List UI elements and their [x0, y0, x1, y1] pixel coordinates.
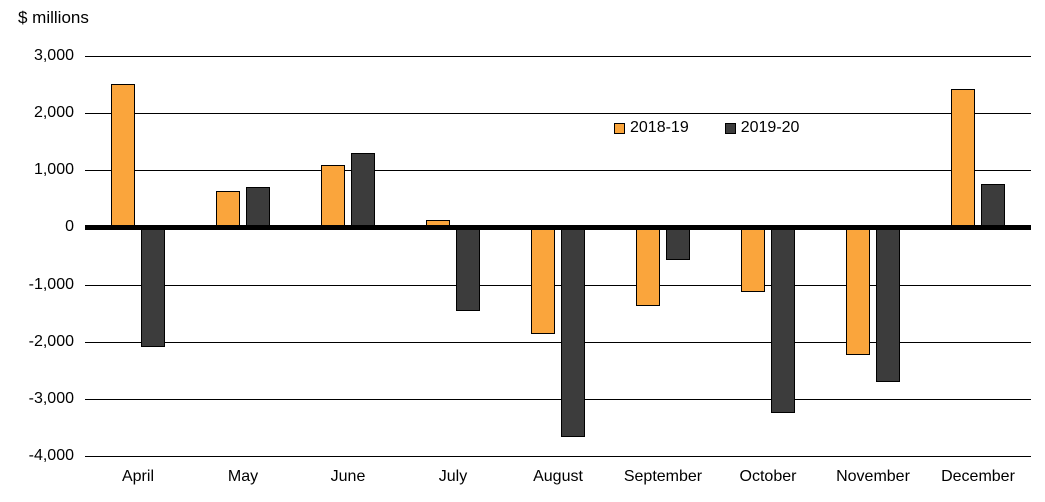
- bar-2019-20-november: [876, 227, 900, 382]
- bar-2019-20-august: [561, 227, 585, 437]
- gridline-3000: [85, 56, 1031, 57]
- x-axis-label-may: May: [227, 468, 259, 485]
- legend-swatch-2018-19: [614, 122, 625, 134]
- bar-2019-20-may: [246, 187, 270, 227]
- bar-2019-20-october: [771, 227, 795, 413]
- x-axis-label-november: November: [836, 468, 910, 485]
- bar-2019-20-september: [666, 227, 690, 260]
- x-axis-label-april: April: [121, 468, 154, 485]
- x-axis-label-july: July: [438, 468, 468, 485]
- y-tick-label-0: 0: [65, 218, 74, 235]
- x-axis-label-october: October: [739, 468, 797, 485]
- zero-axis-line: [85, 225, 1031, 230]
- y-tick-label--4000: -4,000: [28, 447, 74, 464]
- bar-2018-19-december: [951, 89, 975, 227]
- y-tick-label--1000: -1,000: [28, 276, 74, 293]
- y-tick-label-3000: 3,000: [33, 47, 74, 64]
- bar-2018-19-april: [111, 84, 135, 227]
- gridline-1000: [85, 170, 1031, 171]
- bar-2019-20-april: [141, 227, 165, 347]
- legend-label-2018-19: 2018-19: [630, 119, 689, 136]
- legend-item-2019-20: 2019-20: [724, 119, 800, 137]
- y-tick-label--2000: -2,000: [28, 333, 74, 350]
- gridline-2000: [85, 113, 1031, 114]
- x-axis-label-december: December: [941, 468, 1015, 485]
- gridline--2000: [85, 342, 1031, 343]
- x-axis-label-september: September: [623, 468, 703, 485]
- x-axis-label-june: June: [330, 468, 366, 485]
- y-axis-units-label: $ millions: [18, 8, 89, 27]
- bar-2018-19-june: [321, 165, 345, 227]
- gridline--3000: [85, 399, 1031, 400]
- gridline--4000: [85, 456, 1031, 457]
- legend-swatch-2019-20: [724, 122, 736, 134]
- bar-2019-20-july: [456, 227, 480, 311]
- legend-label-2019-20: 2019-20: [740, 119, 800, 136]
- bar-2018-19-september: [636, 227, 660, 306]
- bar-2018-19-november: [846, 227, 870, 355]
- bar-2019-20-june: [351, 153, 375, 227]
- legend-item-2018-19: 2018-19: [614, 119, 689, 137]
- y-tick-label-1000: 1,000: [33, 161, 74, 178]
- gridline--1000: [85, 285, 1031, 286]
- x-axis-label-august: August: [533, 468, 583, 485]
- bar-2018-19-may: [216, 191, 240, 227]
- y-tick-label--3000: -3,000: [28, 390, 74, 407]
- legend: 2018-19 2019-20: [614, 119, 799, 137]
- bar-2018-19-august: [531, 227, 555, 334]
- bar-2019-20-december: [981, 184, 1005, 227]
- y-tick-label-2000: 2,000: [33, 104, 74, 121]
- bar-2018-19-october: [741, 227, 765, 292]
